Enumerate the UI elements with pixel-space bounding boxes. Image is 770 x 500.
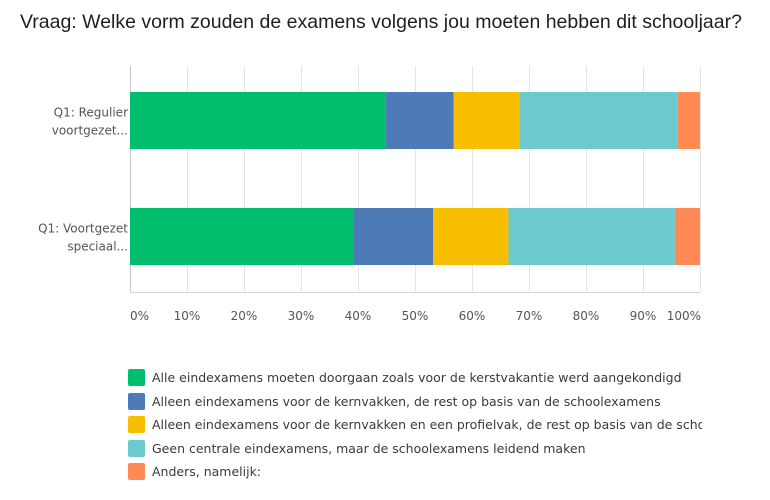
- bar-segment-1-1: [130, 92, 386, 149]
- chart-legend: Alle eindexamens moeten doorgaan zoals v…: [128, 366, 702, 484]
- x-tick-label: 90%: [630, 309, 657, 323]
- x-tick-label: 20%: [231, 309, 258, 323]
- legend-label: Alle eindexamens moeten doorgaan zoals v…: [152, 370, 682, 386]
- bar-segment-2-4: [508, 208, 675, 265]
- legend-item: Alleen eindexamens voor de kernvakken en…: [128, 413, 702, 437]
- x-tick-label: 50%: [402, 309, 429, 323]
- legend-item: Alleen eindexamens voor de kernvakken, d…: [128, 390, 702, 414]
- legend-swatch: [128, 392, 145, 410]
- chart-title: Vraag: Welke vorm zouden de examens volg…: [20, 11, 742, 33]
- bar-segment-2-3: [433, 208, 509, 265]
- category-label: Q1: Voortgezet: [38, 222, 128, 236]
- legend-item: Alle eindexamens moeten doorgaan zoals v…: [128, 366, 702, 390]
- legend-label: Alleen eindexamens voor de kernvakken, d…: [152, 393, 661, 409]
- legend-swatch: [128, 416, 145, 434]
- bar-segment-1-4: [519, 92, 678, 149]
- legend-label: Anders, namelijk:: [152, 464, 262, 480]
- category-label: voortgezet...: [52, 124, 128, 138]
- bar-segment-2-5: [674, 208, 700, 265]
- x-tick-label: 100%: [667, 309, 701, 323]
- x-tick-label: 30%: [288, 309, 315, 323]
- legend-label: Alleen eindexamens voor de kernvakken en…: [152, 417, 702, 433]
- legend-item: Geen centrale eindexamens, maar de schoo…: [128, 437, 702, 461]
- x-tick-label: 80%: [573, 309, 600, 323]
- x-tick-label: 10%: [174, 309, 201, 323]
- category-label: speciaal...: [67, 240, 128, 254]
- x-tick-label: 0%: [130, 309, 149, 323]
- bar-segment-2-1: [130, 208, 354, 265]
- legend-swatch: [128, 439, 145, 457]
- x-tick-label: 40%: [345, 309, 372, 323]
- legend-item: Anders, namelijk:: [128, 460, 702, 484]
- category-label: Q1: Regulier: [54, 106, 128, 120]
- legend-swatch: [128, 463, 145, 481]
- x-tick-label: 60%: [459, 309, 486, 323]
- bar-segment-1-2: [385, 92, 454, 149]
- legend-label: Geen centrale eindexamens, maar de schoo…: [152, 440, 586, 456]
- bar-segment-1-5: [677, 92, 700, 149]
- x-tick-label: 70%: [516, 309, 543, 323]
- legend-swatch: [128, 369, 145, 387]
- bar-segment-1-3: [453, 92, 520, 149]
- bar-segment-2-2: [353, 208, 434, 265]
